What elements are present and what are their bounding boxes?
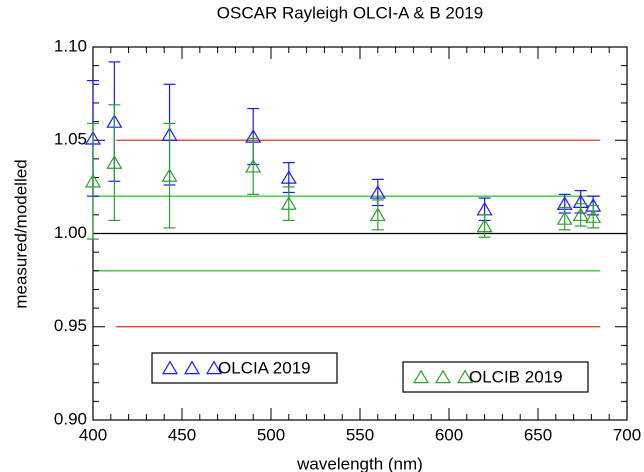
x-tick-label: 700 xyxy=(613,425,641,444)
marker xyxy=(106,155,123,169)
marker xyxy=(556,211,573,225)
x-tick-label: 450 xyxy=(168,425,196,444)
y-axis-label: measured/modelled xyxy=(11,159,30,308)
x-tick-label: 500 xyxy=(257,425,285,444)
x-tick-label: 400 xyxy=(79,425,107,444)
y-tick-label: 0.95 xyxy=(54,316,87,335)
legend-marker xyxy=(412,369,430,384)
y-tick-label: 1.10 xyxy=(54,36,87,55)
marker xyxy=(476,218,493,233)
marker xyxy=(280,170,297,184)
marker xyxy=(369,207,386,222)
x-tick-label: 650 xyxy=(524,425,552,444)
y-tick-label: 1.00 xyxy=(54,223,87,242)
x-axis-label: wavelength (nm) xyxy=(296,454,423,472)
y-tick-label: 1.05 xyxy=(54,130,87,149)
y-tick-label: 0.90 xyxy=(54,409,87,428)
marker xyxy=(161,168,178,182)
legend-marker xyxy=(183,360,201,375)
legend-marker xyxy=(434,369,452,384)
legend-label: OLCIA 2019 xyxy=(218,358,311,377)
x-tick-label: 600 xyxy=(435,425,463,444)
marker xyxy=(84,173,102,188)
x-tick-label: 550 xyxy=(346,425,374,444)
legend-box xyxy=(402,361,589,393)
marker xyxy=(572,207,589,222)
chart-title: OSCAR Rayleigh OLCI-A & B 2019 xyxy=(217,3,483,22)
marker xyxy=(585,209,602,223)
legend-box xyxy=(151,352,338,384)
legend-label: OLCIB 2019 xyxy=(469,367,563,386)
marker xyxy=(280,196,297,210)
marker xyxy=(245,158,262,173)
legend-marker xyxy=(456,369,474,384)
legend-marker xyxy=(205,360,223,375)
legend-marker xyxy=(161,360,179,375)
marker xyxy=(369,184,386,199)
